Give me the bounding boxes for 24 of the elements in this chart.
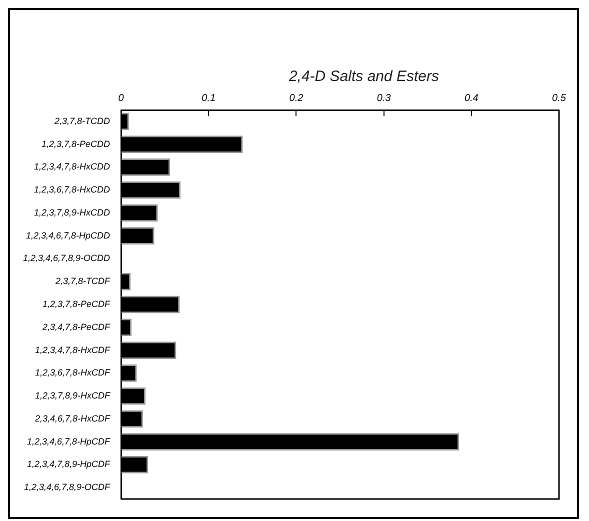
x-tick-label: 0.2: [289, 92, 304, 104]
y-tick-label: 1,2,3,4,6,7,8-HpCDF: [26, 436, 111, 446]
y-tick-label: 2,3,7,8-TCDD: [54, 116, 111, 126]
x-tick-label: 0.4: [464, 92, 479, 104]
y-tick-label: 1,2,3,4,7,8-HxCDF: [35, 344, 111, 355]
y-tick-label: 1,2,3,6,7,8-HxCDF: [35, 368, 111, 378]
y-tick-label: 2,3,7,8-TCDF: [54, 276, 111, 286]
y-tick-label: 2,3,4,7,8-PeCDF: [42, 322, 111, 332]
y-tick-label: 1,2,3,4,7,8,9-HpCDF: [26, 459, 111, 470]
y-tick-label: 1,2,3,7,8,9-HxCDF: [35, 390, 111, 401]
y-tick-label: 1,2,3,4,7,8-HxCDD: [34, 162, 111, 172]
x-tick-label: 0: [118, 92, 124, 104]
y-tick-label: 1,2,3,4,6,7,8-HpCDD: [26, 230, 111, 240]
y-tick-label: 1,2,3,4,6,7,8,9-OCDD: [22, 253, 111, 264]
y-tick-label: 1,2,3,7,8-PeCDF: [42, 299, 111, 309]
y-tick-label: 2,3,4,6,7,8-HxCDF: [34, 413, 111, 424]
x-tick-label: 0.1: [202, 92, 216, 104]
x-tick-label: 0.5: [552, 92, 566, 104]
y-tick-label: 1,2,3,4,6,7,8,9-OCDF: [24, 482, 111, 492]
y-tick-label: 1,2,3,6,7,8-HxCDD: [34, 184, 111, 195]
y-tick-label: 1,2,3,7,8,9-HxCDD: [34, 207, 111, 218]
y-tick-label: 1,2,3,7,8-PeCDD: [41, 138, 111, 149]
chart-title: 2,4-D Salts and Esters: [288, 68, 440, 85]
x-tick-label: 0.3: [376, 92, 392, 104]
